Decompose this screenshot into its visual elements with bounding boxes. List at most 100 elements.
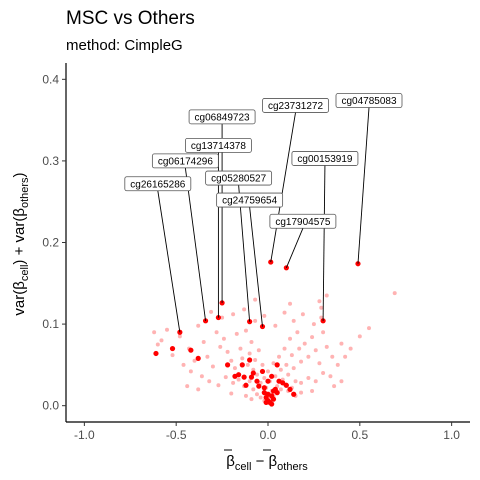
background-point <box>152 330 157 335</box>
background-point <box>321 371 326 376</box>
background-point <box>273 374 278 379</box>
background-point <box>295 330 300 335</box>
highlight-point <box>195 355 201 361</box>
highlight-point <box>236 372 242 378</box>
y-axis-title: var(βcell) + var(βothers) <box>11 172 31 315</box>
annotation-box <box>151 153 219 169</box>
background-point <box>332 384 337 389</box>
background-point <box>302 341 307 346</box>
background-point <box>205 354 210 359</box>
highlight-point <box>243 382 249 388</box>
highlight-point <box>269 401 275 407</box>
x-ticks: -1.0 -0.5 0.0 0.5 1.0 <box>74 422 460 442</box>
background-point <box>291 318 296 323</box>
y-axis-title-p1: var(β <box>11 281 28 316</box>
background-point <box>258 395 263 400</box>
highlight-point <box>291 391 297 397</box>
background-point <box>196 387 201 392</box>
annotation-cg06849723: cg06849723 <box>188 109 256 303</box>
annotation-leader-line <box>157 190 181 333</box>
background-point <box>324 344 329 349</box>
y-axis-title-p3: ) <box>11 172 28 177</box>
background-point <box>216 383 221 388</box>
x-axis-title-sub-left: cell <box>235 461 252 473</box>
annotation-box <box>124 176 192 192</box>
background-point <box>271 361 276 366</box>
background-point <box>288 301 293 306</box>
annotation-label: cg00153919 <box>297 154 352 165</box>
background-point <box>300 312 305 317</box>
annotation-cg24759654: cg24759654 <box>216 192 284 327</box>
annotation-leader-line <box>322 165 326 321</box>
highlight-point <box>283 382 289 388</box>
background-point <box>291 366 296 371</box>
background-point <box>317 361 322 366</box>
background-point <box>201 340 206 345</box>
background-point <box>335 362 340 367</box>
background-point <box>392 291 397 296</box>
highlight-point <box>274 362 280 368</box>
background-point <box>238 346 243 351</box>
background-point <box>170 353 175 358</box>
annotation-box <box>269 213 337 229</box>
highlight-point <box>254 378 260 384</box>
background-point <box>220 315 225 320</box>
chart-subtitle: method: CimpleG <box>66 37 183 54</box>
annotation-box <box>262 98 329 113</box>
annotation-box <box>216 192 284 208</box>
annotation-cg13714378: cg13714378 <box>185 138 252 318</box>
highlight-points-layer <box>153 259 361 407</box>
highlight-point <box>261 385 267 391</box>
y-tick-label: 0.0 <box>42 399 59 413</box>
highlight-point <box>247 357 253 363</box>
background-point <box>299 390 304 395</box>
annotation-label: cg04785083 <box>341 96 396 107</box>
background-point <box>185 384 190 389</box>
background-point <box>214 330 219 335</box>
background-point <box>273 323 278 328</box>
background-point <box>306 354 311 359</box>
highlight-point <box>250 370 256 376</box>
background-point <box>310 388 315 393</box>
background-point <box>245 362 250 367</box>
annotation-cg06174296: cg06174296 <box>151 153 219 321</box>
background-point <box>249 397 254 402</box>
background-point <box>207 379 212 384</box>
background-point <box>266 369 270 374</box>
background-point <box>254 372 259 377</box>
annotation-cg23731272: cg23731272 <box>262 98 329 263</box>
background-point <box>330 354 335 359</box>
highlight-point <box>263 399 269 406</box>
background-point <box>343 354 348 359</box>
x-axis-title-sub-right: others <box>277 461 308 473</box>
annotation-cg05280527: cg05280527 <box>205 170 273 322</box>
background-point <box>243 328 248 333</box>
background-point <box>232 366 237 371</box>
annotation-label: cg06849723 <box>195 112 250 123</box>
background-point <box>260 362 265 367</box>
background-point <box>310 335 315 340</box>
background-point <box>165 327 169 332</box>
background-point <box>293 379 298 384</box>
x-axis-title: βcell − βothers <box>226 453 308 473</box>
background-point <box>317 299 322 304</box>
annotation-label: cg06174296 <box>158 156 213 167</box>
background-point <box>311 322 316 327</box>
y-ticks: 0.0 0.1 0.2 0.3 0.4 <box>42 72 66 413</box>
y-tick-label: 0.4 <box>42 72 59 86</box>
x-tick-label: 0.5 <box>351 428 368 442</box>
background-point <box>286 372 291 377</box>
highlight-point <box>248 374 255 380</box>
x-axis-title-dash: − <box>251 453 268 470</box>
annotation-label: cg17904575 <box>275 217 330 228</box>
background-point <box>328 374 333 379</box>
annotation-label: cg05280527 <box>211 174 266 185</box>
background-point <box>367 326 371 331</box>
background-point <box>262 375 267 380</box>
x-tick-label: -1.0 <box>74 428 95 442</box>
annotation-box <box>188 109 256 125</box>
background-point <box>324 293 329 298</box>
highlight-point <box>256 383 262 389</box>
highlight-point <box>270 388 277 394</box>
y-tick-label: 0.1 <box>42 317 59 331</box>
